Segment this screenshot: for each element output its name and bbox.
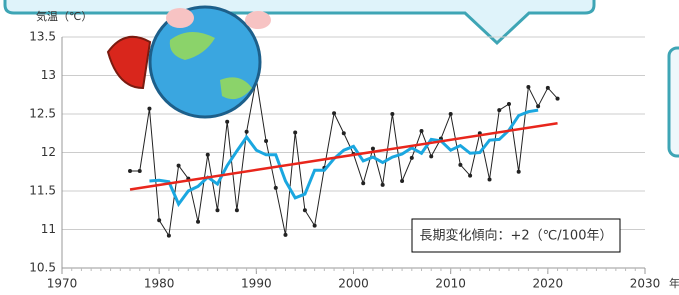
data-point <box>546 86 550 90</box>
y-tick-label: 13.5 <box>29 30 56 44</box>
data-point <box>400 179 404 183</box>
data-point <box>235 208 239 212</box>
annotation: 長期変化傾向：+2（℃/100年） <box>420 228 613 244</box>
x-tick-label: 2020 <box>533 277 564 291</box>
y-tick-label: 13 <box>41 68 56 82</box>
data-point <box>361 181 365 185</box>
data-point <box>157 218 161 222</box>
illustration <box>108 7 271 117</box>
data-point <box>517 170 521 174</box>
data-point <box>264 139 268 143</box>
x-tick-label: 1980 <box>144 277 175 291</box>
data-point <box>293 130 297 134</box>
data-point <box>303 208 307 212</box>
data-point <box>381 183 385 187</box>
data-point <box>390 112 394 116</box>
data-point <box>458 163 462 167</box>
data-point <box>206 153 210 157</box>
x-tick-label: 2000 <box>338 277 369 291</box>
data-point <box>420 129 424 133</box>
x-tick-label: 1990 <box>241 277 272 291</box>
chart: 気温（℃） 年 10.5 11 11.5 12 12.5 13 13.5 1970 1980 19… <box>0 0 679 295</box>
data-point <box>488 177 492 181</box>
data-point <box>429 154 433 158</box>
data-point <box>215 208 219 212</box>
data-point <box>177 164 181 168</box>
data-point <box>526 85 530 89</box>
steam <box>166 8 194 28</box>
data-point <box>371 147 375 151</box>
y-tick-label: 10.5 <box>29 261 56 275</box>
y-tick-label: 11 <box>41 222 56 236</box>
data-point <box>507 102 511 106</box>
data-point <box>332 111 336 115</box>
x-tick-label: 1970 <box>47 277 78 291</box>
data-point <box>449 112 453 116</box>
data-point <box>147 107 151 111</box>
data-point <box>283 233 287 237</box>
data-point <box>497 108 501 112</box>
data-point <box>225 120 229 124</box>
data-point <box>536 104 540 108</box>
data-point <box>468 174 472 178</box>
y-tick-label: 12 <box>41 145 56 159</box>
data-point <box>196 220 200 224</box>
data-point <box>313 224 317 228</box>
y-tick-label: 11.5 <box>29 184 56 198</box>
y-axis-label: 気温（℃） <box>36 9 92 23</box>
x-tick-label: 2030 <box>630 277 661 291</box>
x-axis-label: 年 <box>669 276 679 290</box>
data-point <box>167 234 171 238</box>
steam <box>245 11 271 29</box>
data-point <box>138 169 142 173</box>
data-point <box>245 130 249 134</box>
x-tick-label: 2010 <box>435 277 466 291</box>
y-tick-label: 12.5 <box>29 107 56 121</box>
fan <box>108 37 150 88</box>
data-point <box>342 131 346 135</box>
earth <box>150 7 260 117</box>
data-point <box>274 186 278 190</box>
data-point <box>128 169 132 173</box>
data-point <box>556 97 560 101</box>
data-point <box>410 156 414 160</box>
side-box <box>669 48 679 156</box>
